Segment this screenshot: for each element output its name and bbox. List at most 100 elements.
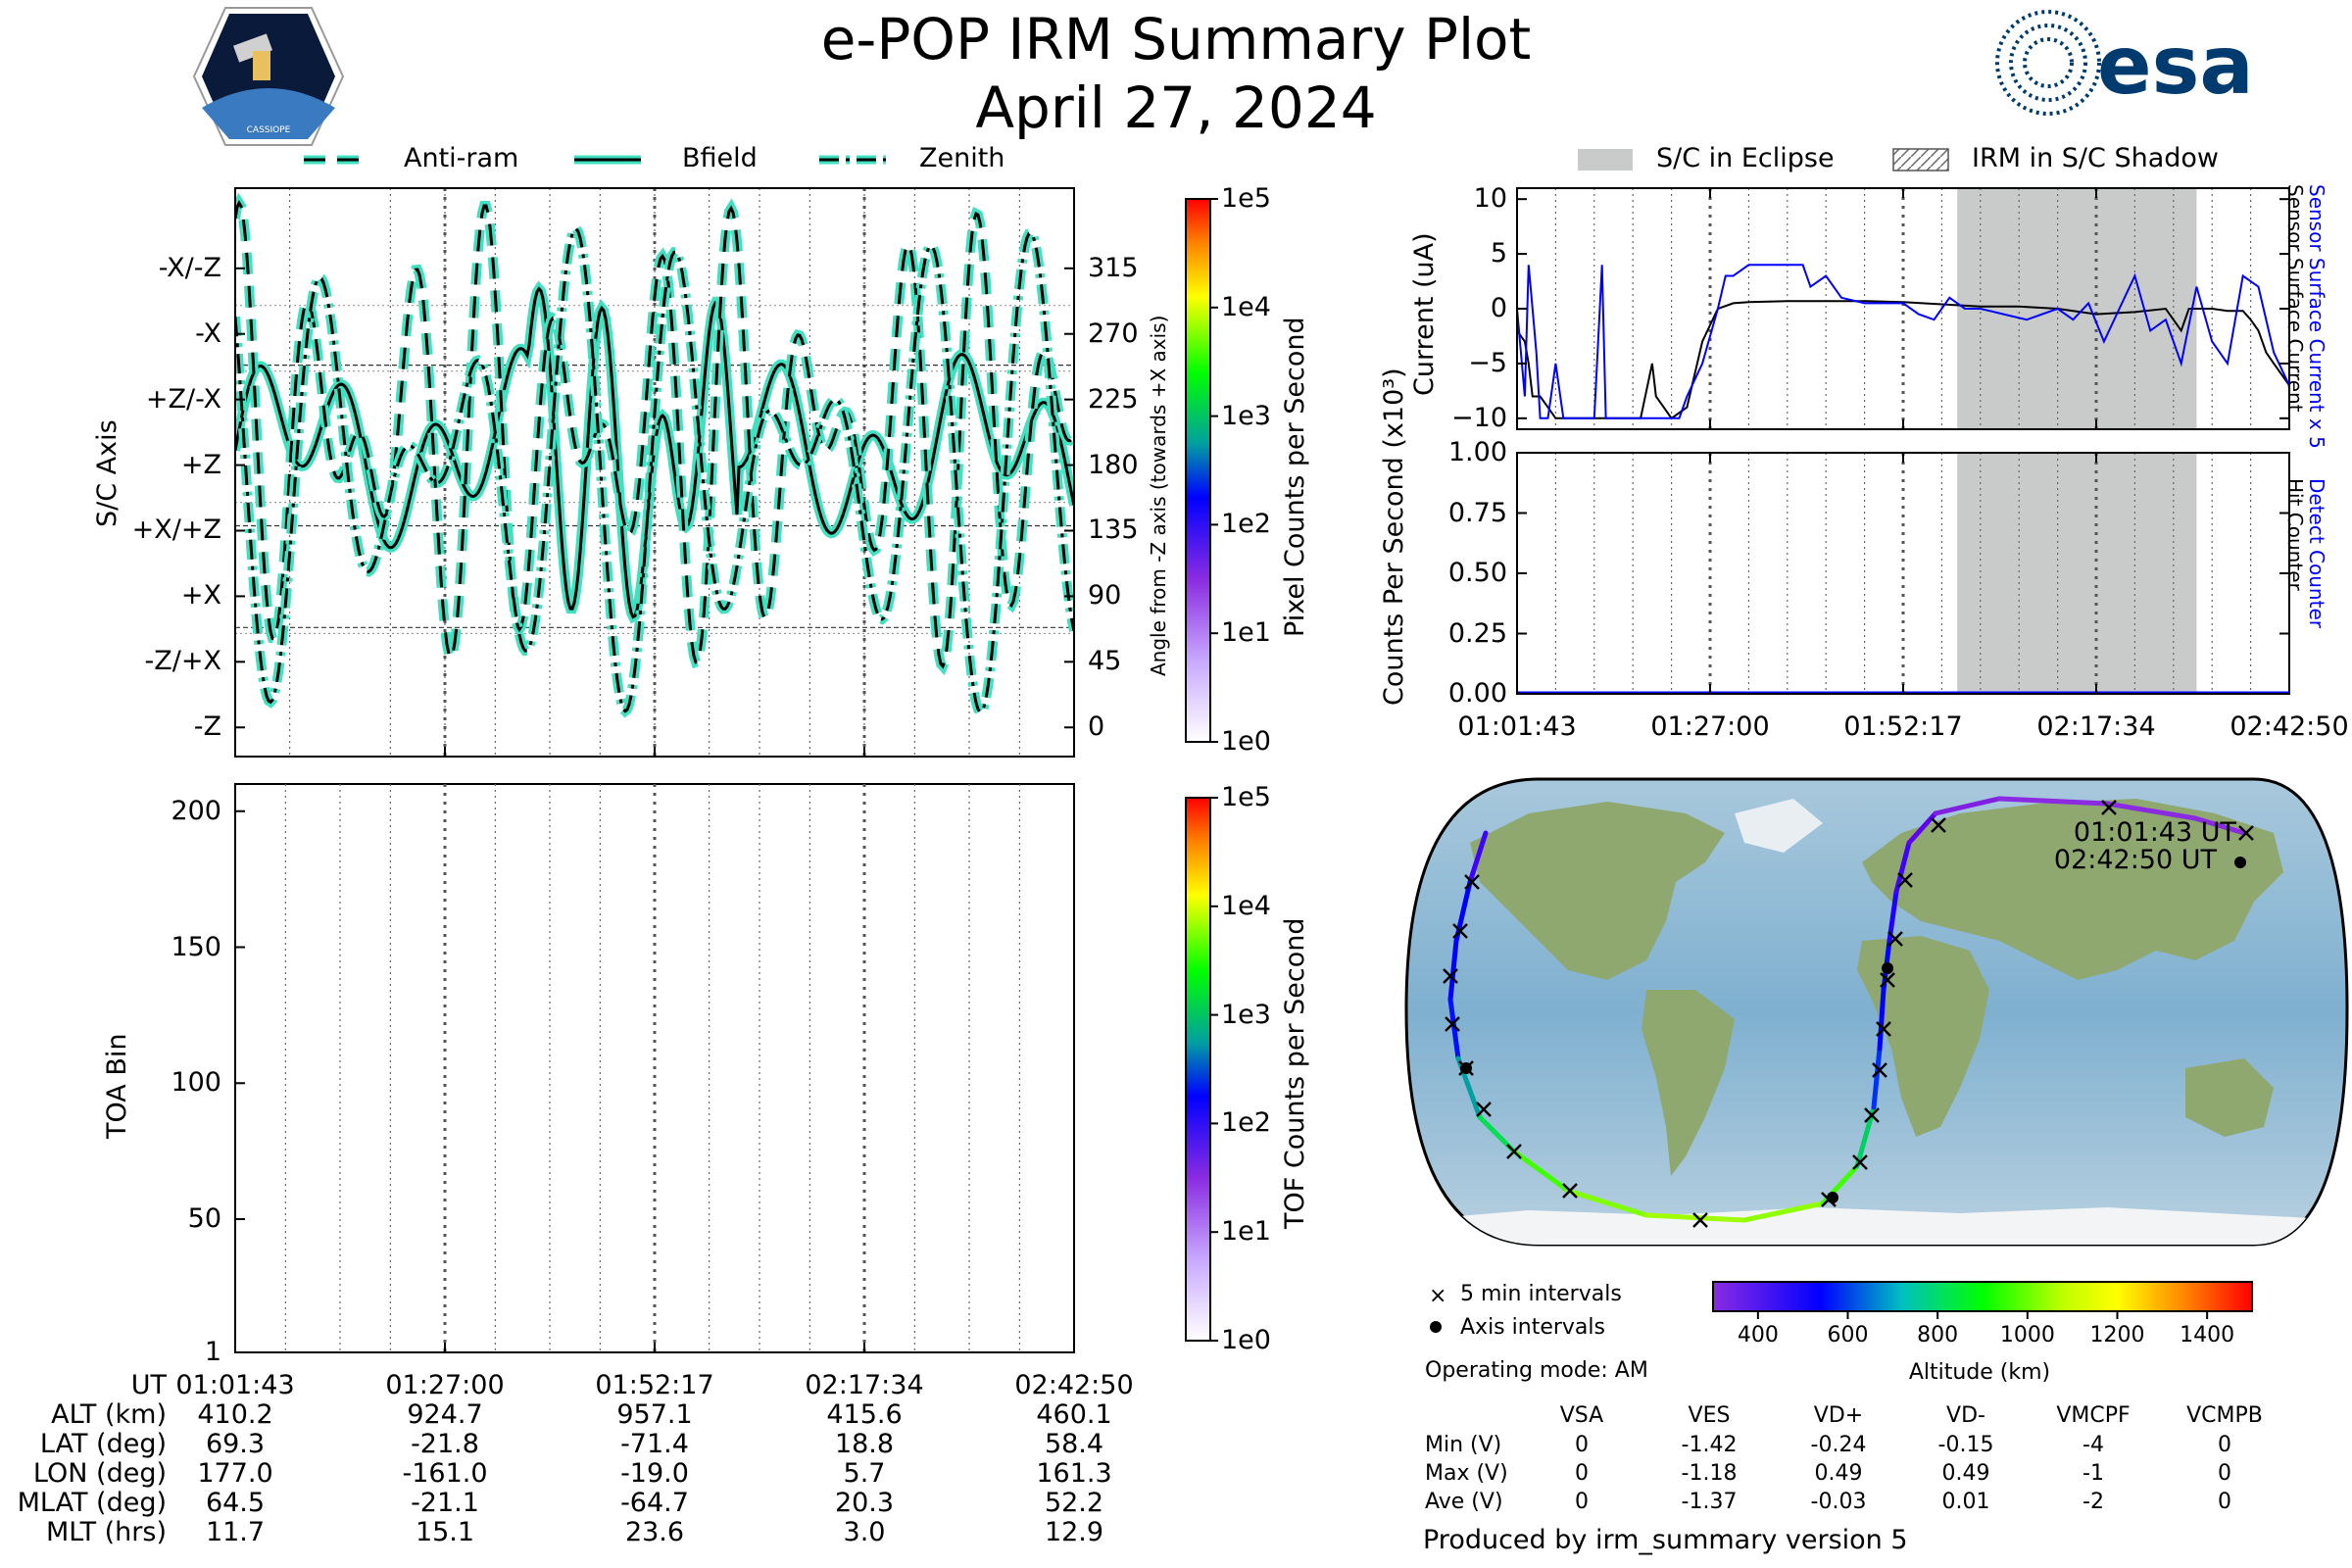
orbit-segment [1893,840,1912,895]
colorbar-tick-label: 1e0 [1221,726,1271,757]
voltage-header: VES [1688,1403,1731,1428]
y-tick-label: −5 [1468,347,1507,378]
toa-ylabel: TOA Bin [102,1033,132,1139]
time-tick-label: 01:52:17 [1843,711,1963,742]
ephemeris-cell: 23.6 [624,1517,685,1547]
five-min-marker [1476,1102,1492,1117]
axis-tick-label: +Z/-X [145,383,221,415]
esa-logo-text: esa [2097,20,2254,113]
five-min-marker [2101,800,2117,815]
five-min-marker [1443,968,1458,984]
tof-colorbar-label: TOF Counts per Second [1280,917,1310,1230]
map-end-label: 02:42:50 UT [2053,845,2217,875]
toa-tick-label: 150 [171,931,221,962]
ephemeris-cell: 01:01:43 [175,1370,295,1400]
colorbar-tick-label: 1e2 [1221,509,1271,540]
ephemeris-row-label: MLT (hrs) [45,1517,167,1547]
y-tick-label: 0 [1490,293,1507,323]
ephemeris-cell: 18.8 [834,1429,895,1459]
north-america [1470,802,1725,980]
sensor-surface-current-x-5-line [1517,264,2289,419]
plot-date: April 27, 2024 [975,74,1377,141]
y-tick-label: 0.25 [1447,617,1507,649]
ephemeris-cell: 11.7 [205,1517,266,1547]
ephemeris-cell: 64.5 [205,1488,266,1518]
five-min-marker [1872,1062,1887,1078]
eurasia [1862,799,2283,980]
ephemeris-cell: 161.3 [1036,1458,1112,1489]
axis-interval-marker [1827,1192,1838,1203]
five-min-marker-icon: × [1429,1284,1446,1308]
legend-shadow: IRM in S/C Shadow [1972,143,2220,173]
cassiope-logo-text: CASSIOPE [246,125,291,135]
five-min-marker [2238,825,2254,841]
y-tick-label: 0.75 [1447,497,1507,528]
ephemeris-cell: 957.1 [616,1399,693,1430]
pixel-colorbar [1185,198,1211,743]
axis-tick-label: +X/+Z [131,514,221,546]
ephemeris-row-label: LAT (deg) [39,1429,167,1459]
antarctica [1411,1207,2347,1245]
voltage-cell: 0 [1575,1490,1589,1514]
eclipse-region [1957,453,2197,694]
ephemeris-cell: 5.7 [843,1458,886,1489]
legend-5min: 5 min intervals [1460,1282,1622,1306]
zenith-line [235,226,1074,714]
time-tick-label: 01:27:00 [1650,711,1770,742]
voltage-header: VMCPF [2056,1403,2131,1428]
orbit-segment [1741,1200,1826,1223]
tof-colorbar [1185,797,1211,1342]
shadow-legend-swatch [1892,148,1949,172]
time-tick-label: 01:01:43 [1457,711,1577,742]
five-min-marker [1880,972,1895,988]
axis-interval-marker-icon [1430,1321,1442,1333]
orientation-right-ylabel: Angle from -Z axis (towards +X axis) [1147,315,1170,676]
south-america [1642,990,1735,1176]
ephemeris-row-label: MLAT (deg) [17,1488,167,1518]
voltage-header: VD- [1946,1403,1985,1428]
ephemeris-cell: -161.0 [402,1458,488,1489]
ephemeris-cell: 3.0 [843,1517,886,1547]
colorbar-tick-label: 1e4 [1221,890,1271,921]
voltage-cell: 0 [1575,1433,1589,1457]
five-min-marker [1864,1107,1880,1123]
ephemeris-cell: 01:52:17 [595,1370,714,1400]
current-panel [1516,187,2290,430]
colorbar-tick-label: 1e5 [1221,782,1271,812]
voltage-cell: -1.37 [1681,1490,1738,1514]
altitude-label: Altitude (km) [1908,1360,2051,1385]
colorbar-tick-label: 1e3 [1221,400,1271,431]
toa-tick-label: 50 [187,1203,221,1235]
right-tick-label: 270 [1088,318,1139,349]
esa-logo [1995,10,2101,116]
voltage-cell: -4 [2082,1433,2104,1457]
operating-mode: Operating mode: AM [1425,1358,1648,1383]
counts-ylabel: Counts Per Second (x10³) [1379,368,1409,706]
altitude-colorbar [1712,1281,2253,1312]
axis-interval-marker [1882,962,1893,974]
cassiope-logo [192,7,345,146]
ephemeris-cell: 52.2 [1044,1488,1104,1518]
right-tick-label: 45 [1088,646,1122,677]
ephemeris-cell: 02:42:50 [1014,1370,1134,1400]
right-tick-label: 135 [1088,514,1139,546]
orbit-segment [1906,810,1938,846]
voltage-cell: 0.49 [1941,1461,1990,1486]
colorbar-tick-label: 1e2 [1221,1107,1271,1139]
voltage-row-label: Ave (V) [1425,1490,1503,1514]
five-min-marker [1562,1183,1578,1199]
ephemeris-cell: 58.4 [1044,1429,1104,1459]
five-min-marker [1931,817,1946,833]
voltage-row-label: Min (V) [1425,1433,1502,1457]
y-tick-label: 1.00 [1447,437,1507,467]
five-min-marker [1506,1144,1522,1159]
altitude-tick-label: 800 [1917,1323,1959,1348]
eclipse-legend-swatch [1578,149,1633,171]
legend-axis-intervals: Axis intervals [1460,1315,1605,1340]
five-min-marker [1692,1212,1708,1228]
axis-tick-label: -X [195,318,221,349]
orientation-ylabel: S/C Axis [92,419,122,527]
voltage-cell: 0 [2218,1433,2231,1457]
voltage-cell: -1 [2082,1461,2104,1486]
